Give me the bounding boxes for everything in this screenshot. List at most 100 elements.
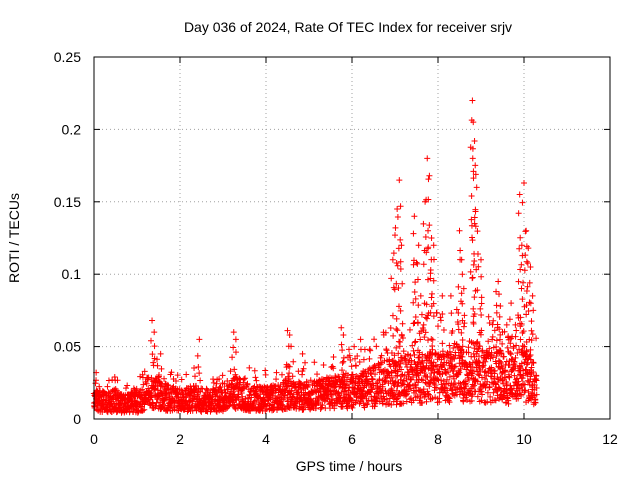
- roti-point: [517, 363, 524, 370]
- roti-point: [400, 348, 407, 355]
- roti-peak-point: [497, 347, 504, 354]
- roti-peak-point: [471, 214, 478, 221]
- roti-point: [485, 369, 492, 376]
- roti-point: [246, 364, 253, 371]
- roti-point: [506, 362, 513, 369]
- roti-point: [465, 349, 472, 356]
- roti-peak-point: [338, 324, 345, 331]
- roti-point: [349, 371, 356, 378]
- roti-point: [381, 378, 388, 385]
- roti-peak-point: [439, 340, 446, 347]
- roti-point: [460, 323, 467, 330]
- roti-peak-point: [393, 259, 400, 266]
- roti-point: [462, 381, 469, 388]
- roti-peak-point: [229, 354, 236, 361]
- roti-point: [488, 364, 495, 371]
- roti-peak-point: [397, 236, 404, 243]
- roti-peak-point: [425, 310, 432, 317]
- roti-peak-point: [286, 332, 293, 339]
- roti-peak-point: [351, 343, 358, 350]
- roti-point: [225, 403, 232, 410]
- roti-point: [407, 376, 414, 383]
- roti-point: [399, 320, 406, 327]
- roti-point: [152, 386, 159, 393]
- roti-peak-point: [349, 379, 356, 386]
- roti-peak-point: [467, 363, 474, 370]
- roti-point: [281, 386, 288, 393]
- roti-peak-point: [398, 366, 405, 373]
- roti-point: [445, 394, 452, 401]
- roti-point: [452, 363, 459, 370]
- roti-point: [417, 394, 424, 401]
- roti-peak-point: [397, 203, 404, 210]
- roti-point: [289, 373, 296, 380]
- x-tick-label: 6: [348, 431, 356, 447]
- roti-peak-point: [339, 347, 346, 354]
- roti-point: [459, 353, 466, 360]
- roti-point: [491, 375, 498, 382]
- x-tick-label: 12: [602, 431, 618, 447]
- roti-peak-point: [523, 311, 530, 318]
- roti-point: [410, 397, 417, 404]
- roti-point: [439, 348, 446, 355]
- roti-point: [517, 371, 524, 378]
- roti-point: [273, 376, 280, 383]
- axis-ticks: [93, 56, 611, 420]
- roti-point: [355, 382, 362, 389]
- roti-point: [446, 395, 453, 402]
- roti-peak-point: [523, 287, 530, 294]
- roti-point: [500, 393, 507, 400]
- roti-point: [314, 371, 321, 378]
- roti-peak-point: [474, 228, 481, 235]
- roti-peak-point: [527, 367, 534, 374]
- roti-peak-point: [230, 329, 237, 336]
- roti-point: [224, 386, 231, 393]
- roti-point: [522, 387, 529, 394]
- roti-point: [242, 375, 249, 382]
- roti-peak-point: [448, 330, 455, 337]
- roti-point: [143, 380, 150, 387]
- roti-peak-point: [503, 358, 510, 365]
- roti-point: [460, 398, 467, 405]
- roti-point: [216, 376, 223, 383]
- roti-peak-point: [494, 321, 501, 328]
- roti-peak-point: [474, 346, 481, 353]
- roti-point: [277, 383, 284, 390]
- roti-point: [284, 383, 291, 390]
- roti-point: [437, 317, 444, 324]
- roti-peak-point: [358, 373, 365, 380]
- roti-point: [165, 382, 172, 389]
- roti-peak-point: [415, 242, 422, 249]
- roti-peak-point: [396, 343, 403, 350]
- roti-peak-point: [428, 290, 435, 297]
- roti-peak-point: [428, 294, 435, 301]
- roti-point: [92, 380, 99, 387]
- roti-point: [415, 379, 422, 386]
- roti-peak-point: [459, 343, 466, 350]
- roti-peak-point: [414, 319, 421, 326]
- roti-peak-point: [425, 196, 432, 203]
- y-tick-label: 0.2: [62, 121, 82, 137]
- roti-point: [372, 371, 379, 378]
- roti-point: [515, 378, 522, 385]
- roti-point: [301, 392, 308, 399]
- roti-point: [406, 326, 413, 333]
- roti-point: [161, 395, 168, 402]
- roti-point: [479, 391, 486, 398]
- roti-point: [342, 388, 349, 395]
- roti-point: [450, 344, 457, 351]
- roti-peak-point: [440, 327, 447, 334]
- roti-point: [366, 365, 373, 372]
- roti-peak-point: [420, 321, 427, 328]
- roti-point: [463, 383, 470, 390]
- roti-point: [349, 396, 356, 403]
- roti-peak-point: [425, 176, 432, 183]
- roti-point: [491, 367, 498, 374]
- roti-point: [192, 373, 199, 380]
- x-axis-label: GPS time / hours: [296, 458, 403, 474]
- roti-peak-point: [458, 256, 465, 263]
- roti-point: [439, 371, 446, 378]
- roti-peak-point: [496, 326, 503, 333]
- roti-point: [409, 342, 416, 349]
- roti-point: [518, 360, 525, 367]
